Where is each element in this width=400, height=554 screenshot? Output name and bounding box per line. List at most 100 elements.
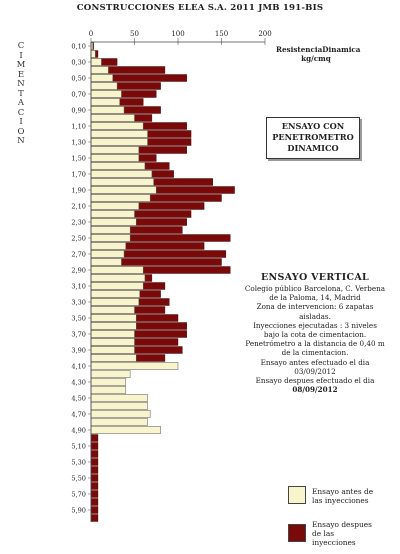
bar-before	[90, 178, 154, 186]
bar-before	[90, 98, 120, 106]
depth-tick-label: 3,10	[71, 283, 86, 291]
bar-before	[90, 194, 151, 202]
depth-tick-label: 4,10	[71, 363, 86, 371]
bar-before	[90, 50, 96, 58]
vertical-note-line: aisladas.	[299, 311, 331, 321]
test-type-box: ENSAYO CON PENETROMETRO DINAMICO	[266, 117, 360, 159]
side-letter: T	[18, 88, 24, 99]
bar-after	[90, 474, 99, 482]
depth-tick-label: 2,10	[71, 203, 86, 211]
bar-before	[90, 58, 102, 66]
depth-tick-label: 0,90	[71, 107, 86, 115]
side-letter: I	[19, 117, 23, 127]
x-gridlines	[90, 38, 266, 45]
vertical-note-line: de la cimentacion.	[281, 348, 349, 358]
depth-tick-label: 4,50	[71, 395, 86, 403]
depth-tick-label: 2,30	[71, 219, 86, 227]
bar-before	[90, 202, 140, 210]
bar-before	[90, 90, 122, 98]
bar-before	[90, 338, 135, 346]
bar-after	[90, 466, 99, 474]
legend-after-line-2: de las	[312, 529, 335, 538]
bar-before	[90, 122, 144, 130]
units-label: ResistenciaDinamica kg/cmq	[276, 45, 361, 63]
vertical-note-line: bajo la cota de cimentacion.	[263, 330, 367, 340]
vertical-note-line: de la Paloma, 14, Madrid	[269, 293, 361, 303]
vertical-note-line: Zona de intervencion: 6 zapatas	[256, 302, 374, 312]
depth-tick-label: 0,50	[71, 75, 86, 83]
bar-before	[90, 106, 125, 114]
legend-swatch-after	[288, 524, 306, 542]
vertical-note-line: Ensayo despues efectuado el dia	[255, 376, 375, 386]
bar-before	[90, 114, 135, 122]
date-after: 08/09/2012	[292, 385, 338, 395]
depth-tick-label: 4,90	[71, 427, 86, 435]
units-line-1: ResistenciaDinamica	[276, 45, 361, 54]
depth-tick-label: 0,10	[71, 43, 86, 51]
units-line-2: kg/cmq	[301, 54, 331, 63]
depth-tick-label: 3,30	[71, 299, 86, 307]
depth-tick-label: 2,70	[71, 251, 86, 259]
bar-before	[90, 226, 131, 234]
bar-after	[90, 506, 99, 514]
bar-before	[90, 66, 109, 74]
legend-after-line-1: Ensayo despues	[312, 520, 372, 529]
bar-before	[90, 314, 137, 322]
legend-swatch-before	[288, 486, 306, 504]
vertical-note-line: 03/09/2012	[294, 366, 336, 376]
bar-before	[90, 378, 127, 386]
depth-tick-label: 5,70	[71, 491, 86, 499]
bar-before	[90, 154, 140, 162]
bar-before	[90, 282, 144, 290]
bar-before	[90, 82, 118, 90]
depth-tick-label: 5,30	[71, 459, 86, 467]
side-letter: C	[17, 107, 25, 118]
bar-after	[90, 498, 99, 506]
bar-before	[90, 242, 127, 250]
bar-before	[90, 130, 148, 138]
side-letter: M	[16, 60, 26, 70]
box-line-1: ENSAYO CON	[281, 121, 345, 131]
bar-after	[90, 434, 99, 442]
bar-before	[90, 354, 137, 362]
depth-tick-label: 1,50	[71, 155, 86, 163]
bar-before	[90, 402, 148, 410]
axes	[90, 41, 265, 522]
depth-tick-label: 1,70	[71, 171, 86, 179]
bar-before	[90, 218, 137, 226]
legend-label-before: Ensayo antes de las inyecciones	[312, 487, 373, 505]
legend-after-line-3: inyecciones	[312, 538, 356, 547]
side-letter: N	[17, 79, 25, 89]
bar-before	[90, 410, 151, 418]
vertical-note-line: Penetrómetro a la distancia de 0,40 m	[245, 339, 385, 349]
depth-tick-label: 1,30	[71, 139, 86, 147]
bar-before	[90, 250, 125, 258]
vertical-test-notes: ENSAYO VERTICAL Colegio público Barcelon…	[240, 272, 390, 394]
box-line-2: PENETROMETRO	[272, 132, 354, 142]
bar-before	[90, 426, 161, 434]
depth-tick-label: 4,30	[71, 379, 86, 387]
depth-tick-label: 5,10	[71, 443, 86, 451]
bar-before	[90, 74, 113, 82]
bar-after	[90, 490, 99, 498]
depth-tick-labels: 0,10 0,30 0,50 0,70 0,90 1,10 1,30 1,50 1,70 1,90…	[71, 43, 91, 515]
depth-tick-label: 4,70	[71, 411, 86, 419]
bar-before	[90, 258, 122, 266]
bar-before	[90, 362, 179, 370]
legend-before-line-1: Ensayo antes de	[312, 487, 374, 496]
x-tick-label: 150	[215, 30, 228, 38]
vertical-lines: Colegio público Barcelona, C. Verbena de …	[240, 284, 390, 385]
bar-before	[90, 274, 146, 282]
depth-tick-label: 0,30	[71, 59, 86, 67]
depth-tick-label: 1,90	[71, 187, 86, 195]
depth-tick-label: 2,50	[71, 235, 86, 243]
x-tick-label: 100	[171, 30, 184, 38]
legend-label-after: Ensayo despues de las inyecciones	[312, 520, 372, 547]
bar-before	[90, 322, 137, 330]
bar-after	[90, 482, 99, 490]
depth-tick-label: 3,90	[71, 347, 86, 355]
side-letter: N	[17, 136, 25, 146]
vertical-title: ENSAYO VERTICAL	[260, 272, 369, 283]
